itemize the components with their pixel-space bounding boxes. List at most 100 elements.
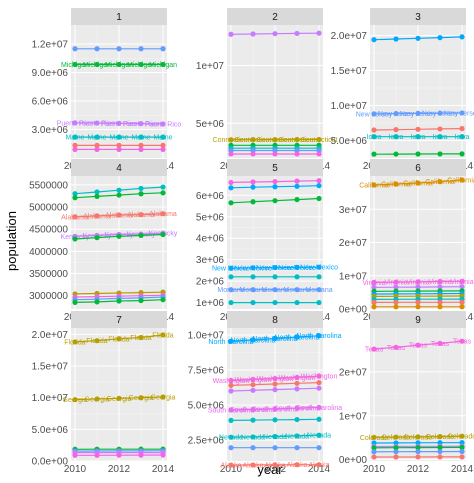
data-point (272, 406, 278, 412)
point-label: New Mexico (300, 265, 338, 272)
point-label: North Carolina (296, 333, 341, 340)
data-point (250, 387, 256, 393)
series: Maine Maine Maine Maine Maine (65, 134, 173, 142)
data-point (393, 279, 399, 285)
data-point (116, 142, 122, 148)
data-point (272, 445, 278, 451)
point-label: South Carolina (296, 405, 342, 412)
data-point (250, 287, 256, 293)
y-tick-label: 6.0e+06 (32, 97, 69, 108)
point-label: California (381, 181, 411, 188)
series (371, 454, 465, 460)
x-tick-label: 2010 (220, 464, 243, 475)
data-point (138, 232, 144, 239)
data-point (228, 338, 234, 344)
point-label: California (425, 179, 455, 186)
point-label: Maine (131, 135, 150, 142)
data-point (160, 61, 166, 68)
point-label: New Mexico (234, 265, 272, 272)
point-label: Puerto Rico (145, 121, 182, 128)
point-label: North Carolina (208, 339, 253, 346)
series (72, 297, 166, 305)
series (371, 151, 465, 157)
data-point (294, 30, 300, 37)
point-label: Colorado (404, 434, 433, 441)
data-point (138, 297, 144, 304)
series (228, 299, 322, 306)
data-point (371, 304, 377, 310)
data-point (371, 346, 377, 352)
point-label: Virginia (450, 279, 473, 286)
data-point (160, 332, 166, 338)
data-point (316, 274, 322, 280)
data-point (415, 110, 421, 116)
data-point (294, 405, 300, 411)
data-point (228, 287, 234, 293)
point-label: Washington (301, 374, 338, 381)
data-point (250, 265, 256, 271)
data-point (294, 183, 300, 189)
series (371, 304, 465, 310)
point-label: Nevada (307, 433, 331, 440)
data-point (371, 434, 377, 440)
data-point (94, 235, 100, 241)
data-point (116, 395, 122, 401)
data-point (272, 387, 278, 393)
data-point (72, 120, 78, 126)
data-point (116, 298, 122, 304)
data-point (415, 342, 421, 348)
data-point (437, 151, 443, 157)
point-label: Michigan (61, 62, 89, 69)
data-point (138, 61, 144, 68)
data-point (272, 31, 278, 37)
y-tick-label: 1.2e+07 (32, 40, 69, 51)
point-label: Maine (87, 135, 106, 142)
data-point (138, 185, 144, 192)
x-tick-label: 2014 (152, 464, 175, 475)
series (72, 190, 166, 201)
facet-strip (227, 311, 323, 328)
data-point (415, 454, 421, 460)
y-tick-label: 1.0e+07 (188, 331, 225, 342)
data-point (160, 394, 166, 400)
y-tick-label: 2.0e+07 (32, 330, 69, 341)
point-label: Texas (387, 345, 406, 352)
data-point (371, 111, 377, 117)
point-label: Montana (305, 287, 332, 294)
data-point (294, 178, 300, 184)
data-point (437, 340, 443, 346)
data-point (316, 30, 322, 36)
data-point (160, 121, 166, 127)
data-point (437, 304, 443, 310)
data-point (459, 304, 465, 310)
data-point (116, 61, 122, 68)
y-tick-label: 2.5e+06 (188, 436, 225, 447)
y-tick-label: 3000000 (29, 291, 68, 302)
y-tick-label: 3.0e+06 (32, 125, 69, 136)
series (228, 151, 322, 157)
data-point (272, 151, 278, 157)
data-point (371, 449, 377, 455)
data-point (459, 110, 465, 116)
point-label: Michigan (149, 62, 177, 69)
y-tick-label: 1e+07 (196, 61, 225, 72)
data-point (393, 110, 399, 117)
data-point (294, 151, 300, 157)
data-point (250, 31, 256, 37)
data-point (393, 151, 399, 157)
data-point (316, 432, 322, 438)
data-point (250, 199, 256, 205)
point-label: Alabama (105, 213, 133, 220)
x-tick-label: 2012 (264, 464, 287, 475)
data-point (228, 445, 234, 451)
point-label: Alaska (286, 462, 307, 469)
y-tick-label: 9.0e+06 (32, 68, 69, 79)
y-tick-label: 1e+06 (196, 298, 225, 309)
data-point (294, 416, 300, 423)
data-point (94, 189, 100, 195)
y-tick-label: 5000000 (29, 203, 68, 214)
point-label: Georgia (107, 396, 132, 403)
point-label: Colorado (448, 434, 474, 441)
y-tick-label: 2.0e+07 (331, 31, 368, 42)
